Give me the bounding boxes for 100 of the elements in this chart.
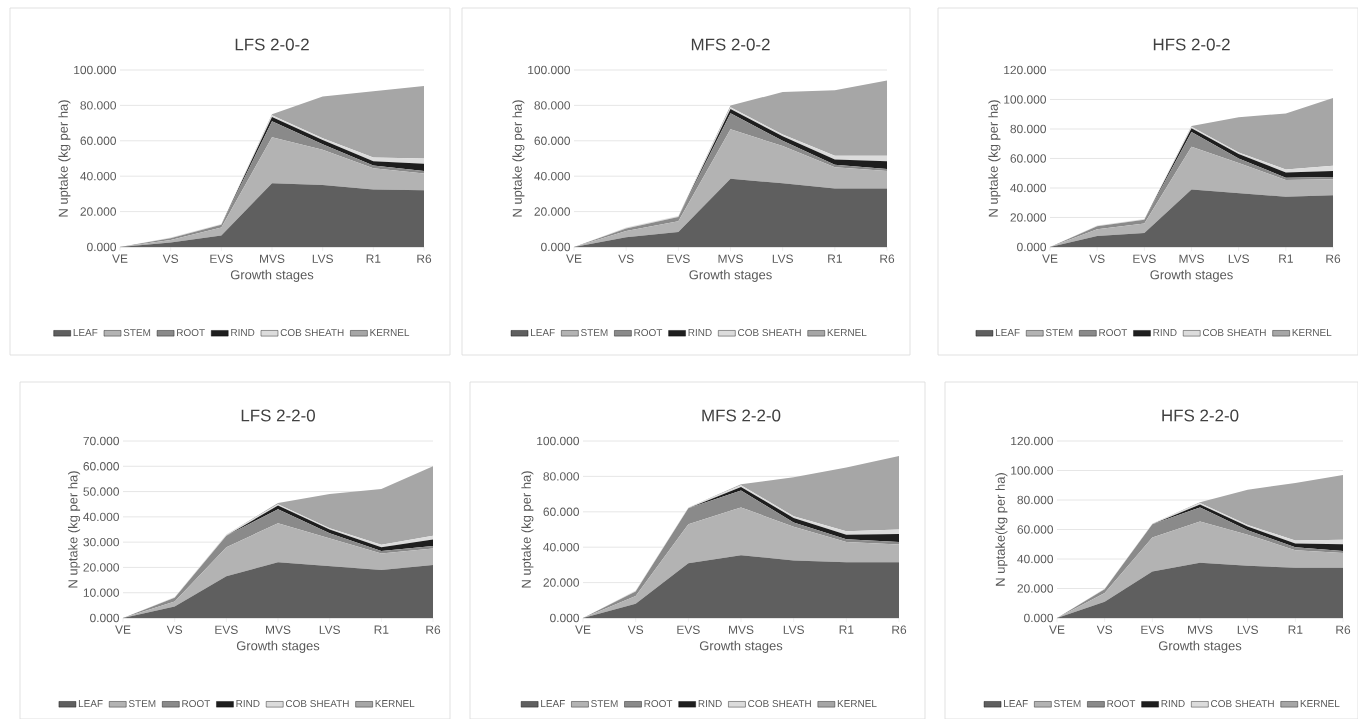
x-tick-label: MVS — [1188, 625, 1213, 634]
x-tick-label: VE — [112, 254, 128, 263]
x-tick-label: VS — [1096, 625, 1113, 634]
x-tick-label: EVS — [667, 254, 690, 263]
y-tick-label: 30.000 — [83, 537, 120, 547]
y-axis-title: N uptake (kg per ha) — [58, 100, 71, 217]
y-tick-label: 80.000 — [80, 101, 117, 110]
x-tick-label: MVS — [729, 625, 754, 634]
legend-label: ROOT — [1107, 700, 1136, 708]
legend-label: ROOT — [644, 700, 673, 708]
x-tick-label: LVS — [772, 254, 793, 263]
y-tick-label: 0.000 — [1024, 613, 1054, 623]
legend-label: COB SHEATH — [1202, 329, 1266, 337]
x-tick-label: MVS — [266, 625, 291, 634]
x-axis-title: Growth stages — [1150, 269, 1233, 282]
legend-label: KERNEL — [1292, 329, 1332, 336]
y-tick-label: 120.000 — [1004, 65, 1047, 75]
y-tick-label: 20.000 — [534, 207, 571, 216]
legend-label: COB SHEATH — [285, 700, 349, 708]
y-tick-label: 100.000 — [74, 65, 117, 75]
y-tick-label: 100.000 — [1011, 466, 1054, 475]
y-tick-label: 20.000 — [1010, 213, 1047, 222]
chart-title: HFS 2-0-2 — [1153, 38, 1230, 51]
y-tick-label: 40.000 — [80, 171, 117, 181]
legend-label: STEM — [1045, 329, 1073, 337]
y-tick-label: 40.000 — [83, 512, 120, 522]
legend-label: RIND — [698, 700, 722, 707]
chart-title: HFS 2-2-0 — [1162, 409, 1239, 422]
y-axis-title: N uptake (kg per ha) — [512, 100, 525, 217]
x-axis-title: Growth stages — [689, 269, 772, 282]
legend-label: LEAF — [541, 700, 565, 707]
x-tick-label: R6 — [892, 625, 907, 634]
x-tick-label: R6 — [426, 625, 441, 634]
x-tick-label: R6 — [1326, 254, 1341, 263]
legend-label: RIND — [236, 700, 260, 707]
x-tick-label: EVS — [215, 625, 238, 634]
y-tick-label: 60.000 — [543, 507, 580, 517]
legend-label: STEM — [128, 700, 156, 708]
x-tick-label: R1 — [374, 625, 389, 634]
legend-label: ROOT — [634, 329, 663, 337]
y-tick-label: 60.000 — [80, 136, 117, 146]
x-tick-label: LVS — [1237, 625, 1258, 634]
x-tick-label: MVS — [260, 254, 285, 263]
y-tick-label: 20.000 — [83, 563, 120, 572]
y-tick-label: 10.000 — [83, 588, 120, 597]
y-tick-label: 80.000 — [543, 472, 580, 481]
y-tick-label: 20.000 — [543, 578, 580, 587]
legend-label: LEAF — [1004, 700, 1028, 707]
x-tick-label: LVS — [783, 625, 804, 634]
y-tick-label: 80.000 — [1010, 124, 1047, 134]
x-tick-label: MVS — [1179, 254, 1204, 263]
x-tick-label: R1 — [839, 625, 854, 634]
chart-title: LFS 2-2-0 — [241, 409, 315, 422]
legend-label: COB SHEATH — [738, 329, 801, 337]
legend-label: LEAF — [78, 700, 103, 707]
x-axis-title: Growth stages — [236, 640, 320, 653]
legend-label: KERNEL — [1300, 700, 1340, 707]
y-tick-label: 0.000 — [550, 613, 580, 623]
x-tick-label: R1 — [828, 254, 842, 263]
y-tick-label: 70.000 — [83, 436, 120, 446]
y-tick-label: 0.000 — [1017, 242, 1047, 252]
legend-label: STEM — [580, 329, 608, 337]
x-axis-title: Growth stages — [699, 640, 783, 653]
legend-label: KERNEL — [370, 329, 410, 336]
legend-label: RIND — [1161, 700, 1185, 707]
legend-label: COB SHEATH — [748, 700, 811, 708]
chart-title: LFS 2-0-2 — [235, 38, 309, 51]
x-tick-label: EVS — [677, 625, 700, 634]
x-tick-label: VE — [115, 625, 131, 634]
legend-label: KERNEL — [837, 700, 877, 707]
x-tick-label: R6 — [417, 254, 432, 263]
chart-title: MFS 2-2-0 — [702, 409, 781, 422]
x-tick-label: EVS — [210, 254, 233, 263]
y-tick-label: 100.000 — [1004, 95, 1047, 104]
x-tick-label: EVS — [1133, 254, 1156, 263]
x-tick-label: VE — [575, 625, 591, 634]
y-axis-title: N uptake (kg per ha) — [988, 100, 1001, 217]
y-tick-label: 0.000 — [87, 242, 117, 252]
y-tick-label: 60.000 — [83, 462, 120, 471]
legend-label: COB SHEATH — [1211, 700, 1274, 708]
y-tick-label: 50.000 — [83, 487, 120, 496]
legend-label: ROOT — [182, 700, 211, 708]
y-axis-title: N uptake (kg per ha) — [521, 471, 534, 588]
legend-label: STEM — [591, 700, 618, 708]
y-tick-label: 40.000 — [1010, 183, 1047, 193]
x-tick-label: VS — [627, 625, 644, 634]
legend-label: ROOT — [177, 329, 205, 337]
x-axis-title: Growth stages — [230, 269, 314, 282]
y-tick-label: 20.000 — [1017, 584, 1054, 593]
y-tick-label: 120.000 — [1011, 436, 1054, 446]
y-tick-label: 80.000 — [1017, 495, 1054, 505]
y-tick-label: 0.000 — [541, 242, 571, 252]
y-tick-label: 60.000 — [1010, 154, 1047, 163]
y-tick-label: 40.000 — [534, 171, 571, 181]
legend-label: KERNEL — [827, 329, 867, 336]
legend-label: LEAF — [73, 329, 98, 336]
y-tick-label: 40.000 — [543, 542, 580, 552]
legend-label: LEAF — [531, 329, 555, 336]
legend-label: ROOT — [1099, 329, 1128, 337]
legend-label: STEM — [123, 329, 151, 337]
